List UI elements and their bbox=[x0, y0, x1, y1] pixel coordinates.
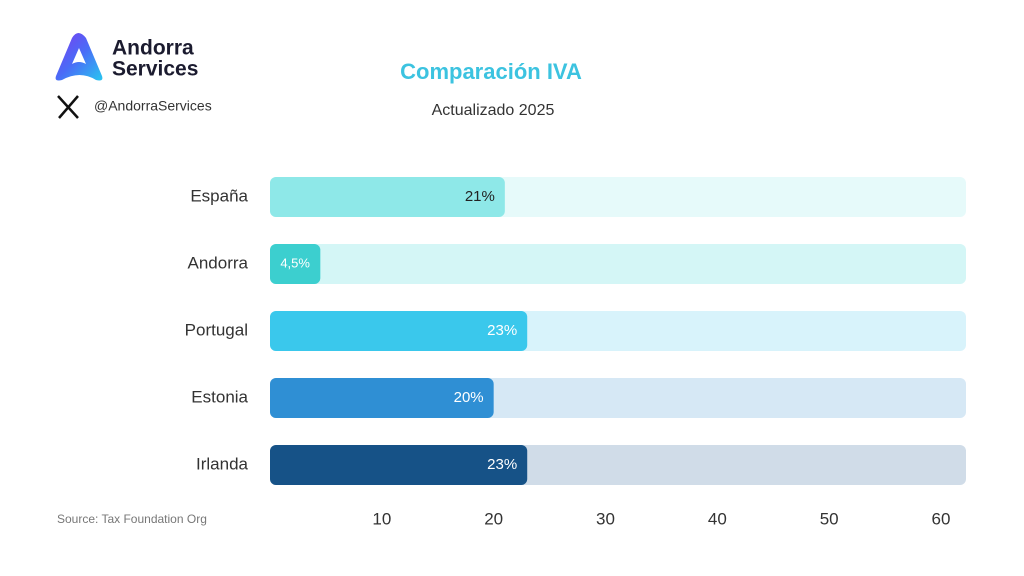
category-label: Irlanda bbox=[196, 454, 249, 473]
x-tick-label: 20 bbox=[484, 509, 503, 528]
bar bbox=[270, 378, 494, 418]
logo bbox=[55, 33, 103, 81]
chart-subtitle: Actualizado 2025 bbox=[432, 102, 555, 119]
category-label: Andorra bbox=[188, 253, 249, 272]
bar bbox=[270, 244, 321, 284]
value-label: 23% bbox=[487, 456, 517, 473]
handle: @AndorraServices bbox=[94, 98, 212, 114]
value-label: 23% bbox=[487, 322, 517, 339]
value-label: 21% bbox=[465, 188, 495, 205]
category-label: España bbox=[190, 186, 248, 205]
bar bbox=[270, 311, 528, 351]
x-tick-label: 40 bbox=[708, 509, 727, 528]
bar bbox=[270, 445, 528, 485]
bar-track bbox=[270, 244, 966, 284]
brand-line: Services bbox=[112, 58, 198, 81]
category-label: Estonia bbox=[191, 387, 248, 406]
x-tick-label: 30 bbox=[596, 509, 615, 528]
brand-line: Andorra bbox=[112, 37, 194, 60]
x-tick-label: 60 bbox=[932, 509, 951, 528]
chart-title: Comparación IVA bbox=[400, 59, 582, 84]
value-label: 4,5% bbox=[280, 255, 310, 270]
category-label: Portugal bbox=[185, 320, 248, 339]
x-tick-label: 50 bbox=[820, 509, 839, 528]
value-label: 20% bbox=[454, 389, 484, 406]
x-tick-label: 10 bbox=[372, 509, 391, 528]
x-icon bbox=[57, 95, 79, 119]
source: Source: Tax Foundation Org bbox=[57, 512, 207, 526]
bar bbox=[270, 177, 505, 217]
